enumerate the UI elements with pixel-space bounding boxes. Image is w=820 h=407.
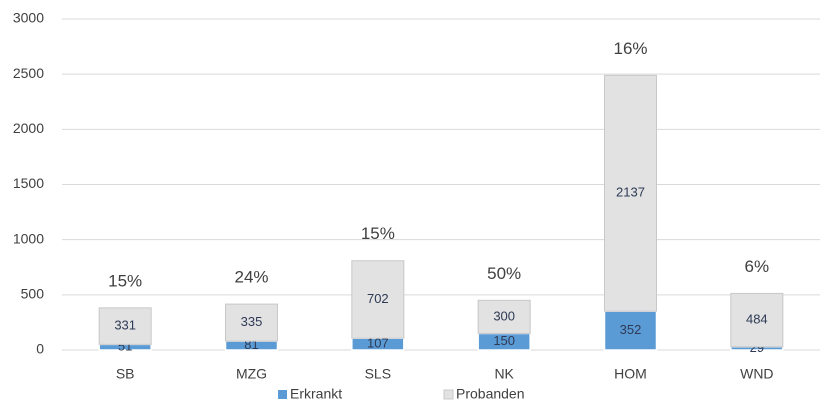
x-tick-label: MZG — [236, 366, 267, 382]
data-label: 484 — [746, 312, 768, 327]
data-label: 150 — [493, 333, 515, 348]
y-tick-label: 3000 — [13, 10, 44, 26]
bar-segment — [603, 310, 658, 351]
annotation: 15% — [108, 271, 142, 290]
x-tick-label: WND — [740, 366, 773, 382]
y-tick-label: 500 — [21, 286, 45, 302]
data-label: 352 — [620, 322, 642, 337]
annotation: 24% — [234, 268, 268, 287]
data-label: 702 — [367, 291, 389, 306]
data-label: 300 — [493, 308, 515, 323]
y-tick-label: 1000 — [13, 230, 44, 246]
annotation: 16% — [613, 39, 647, 58]
bar-segment — [225, 303, 278, 342]
y-tick-label: 1500 — [13, 175, 44, 191]
y-tick-label: 2000 — [13, 120, 44, 136]
bar-segment — [98, 307, 152, 345]
data-label: 2137 — [616, 185, 645, 200]
annotation: 50% — [487, 264, 521, 283]
x-tick-label: NK — [494, 366, 514, 382]
legend-label: Probanden — [456, 386, 525, 402]
bar-segment — [604, 74, 657, 312]
legend-swatch — [278, 390, 287, 399]
y-tick-label: 0 — [36, 341, 44, 357]
x-tick-label: SB — [116, 366, 135, 382]
bar-segment — [477, 299, 531, 334]
bar-segment — [351, 260, 405, 339]
annotation: 15% — [361, 224, 395, 243]
data-label: 107 — [367, 336, 389, 351]
data-label: 335 — [241, 314, 263, 329]
legend-label: Erkrankt — [290, 386, 342, 402]
x-tick-label: HOM — [614, 366, 647, 382]
y-tick-label: 2500 — [13, 65, 44, 81]
annotation: 6% — [745, 257, 770, 276]
legend-swatch — [443, 389, 454, 400]
data-label: 331 — [114, 318, 136, 333]
x-tick-label: SLS — [365, 366, 391, 382]
bar-segment — [730, 292, 784, 348]
